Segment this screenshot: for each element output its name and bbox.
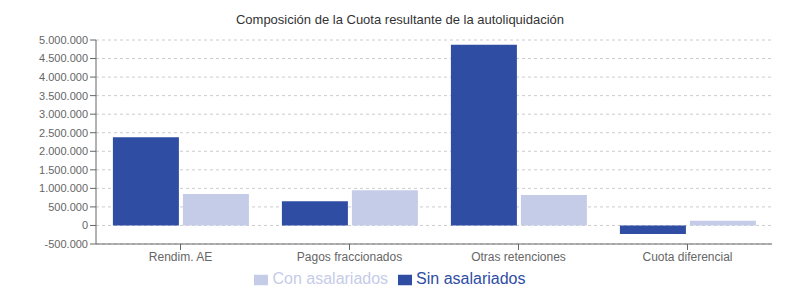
svg-text:Rendim. AE: Rendim. AE: [149, 250, 212, 264]
svg-text:500.000: 500.000: [48, 201, 88, 213]
html-text:Composición de la Cuota result: Composición de la Cuota resultante de la…: [235, 12, 564, 27]
svg-text:2.000.000: 2.000.000: [39, 145, 88, 157]
svg-text:-500.000: -500.000: [45, 238, 88, 250]
svg-text:0: 0: [82, 219, 88, 231]
svg-text:1.500.000: 1.500.000: [39, 164, 88, 176]
svg-text:1.000.000: 1.000.000: [39, 182, 88, 194]
svg-text:3.500.000: 3.500.000: [39, 90, 88, 102]
svg-text:4.500.000: 4.500.000: [39, 52, 88, 64]
html-text:Con asalariados: Con asalariados: [272, 270, 389, 287]
svg-text:Pagos fraccionados: Pagos fraccionados: [297, 250, 402, 264]
svg-text:3.000.000: 3.000.000: [39, 108, 88, 120]
svg-text:5.000.000: 5.000.000: [39, 34, 88, 46]
svg-text:4.000.000: 4.000.000: [39, 71, 88, 83]
svg-text:Cuota diferencial: Cuota diferencial: [642, 250, 732, 264]
svg-text:Otras retenciones: Otras retenciones: [471, 250, 566, 264]
html-text:Sin asalariados: Sin asalariados: [416, 270, 526, 287]
svg-text:2.500.000: 2.500.000: [39, 127, 88, 139]
